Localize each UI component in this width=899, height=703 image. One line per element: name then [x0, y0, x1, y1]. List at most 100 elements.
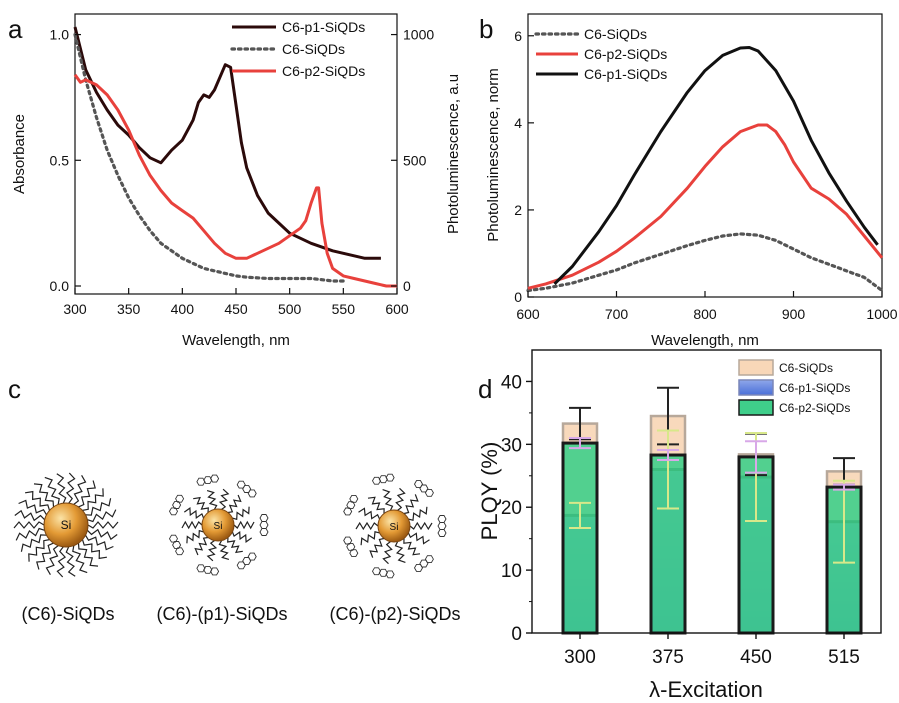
ligand-chain: [45, 545, 59, 575]
chart-a: 300 350 400 450 500 550 600 0.0 0.5 1.0 0 500 1000 W…: [11, 13, 462, 349]
ligand-chain: [65, 546, 76, 577]
ligand-chain: [25, 490, 51, 511]
panel-label-c: c: [8, 374, 21, 404]
chart-a-y2tick-label: 0: [403, 278, 411, 294]
chart-b-xtick-label: 900: [782, 306, 806, 322]
ligand-chain: [56, 473, 67, 504]
ligand-chain: [73, 475, 87, 505]
chart-a-xtick-label: 550: [332, 301, 356, 317]
aromatic-ring: [259, 528, 269, 536]
chart-a-legend-label: C6-p1-SiQDs: [282, 19, 365, 35]
aromatic-ring: [437, 515, 447, 523]
ligand-chain: [14, 509, 46, 522]
chart-a-xtick-label: 400: [171, 301, 195, 317]
chart-b-xtick-label: 600: [516, 306, 540, 322]
ligand-chain: [194, 536, 209, 556]
ligand-chain: [232, 506, 250, 521]
aromatic-ring: [424, 488, 434, 497]
ligand-chain: [13, 521, 45, 529]
ligand-chain: [358, 507, 381, 520]
chart-a-xtick-label: 350: [117, 301, 141, 317]
aromatic-ring: [371, 476, 382, 485]
chart-d-legend: C6-SiQDs C6-p1-SiQDs C6-p2-SiQDs: [738, 359, 850, 416]
chart-b-legend-label: C6-SiQDs: [584, 26, 647, 42]
chart-b-line-1: [527, 123, 884, 290]
ligand-chain: [407, 532, 430, 545]
ligand-chain: [86, 528, 118, 541]
chart-a-line-2: [73, 73, 397, 288]
chart-b-xlabel: Wavelength, nm: [651, 332, 759, 349]
chart-b-xtick-label: 800: [693, 306, 717, 322]
chart-a-ylabel: Absorbance: [11, 114, 28, 194]
si-core: [377, 509, 411, 543]
chart-a-xtick-label: 450: [224, 301, 248, 317]
panel-label-a: a: [8, 14, 23, 44]
nanoparticle-label-c6-p2: (C6)-(p2)-SiQDs: [329, 604, 460, 624]
chart-a-y2tick-label: 500: [403, 152, 427, 168]
chart-a-y2tick-label: 1000: [403, 27, 434, 43]
ligand-chain: [20, 534, 47, 552]
si-core-label: Si: [214, 521, 223, 532]
aromatic-ring: [168, 534, 179, 543]
ligand-chain: [227, 537, 243, 554]
chart-d-frame: [531, 349, 882, 634]
chart-b-line-2: [553, 46, 879, 285]
chart-a-xtick-label: 300: [63, 301, 87, 317]
aromatic-ring: [437, 522, 447, 530]
ligand-chain: [231, 530, 253, 544]
chart-d-legend-swatch: [738, 359, 774, 376]
chart-b-legend: C6-SiQDs C6-p2-SiQDs C6-p1-SiQDs: [534, 26, 667, 82]
chart-a-legend-label: C6-p2-SiQDs: [282, 63, 365, 79]
chart-d-legend-swatch: [738, 379, 774, 396]
aromatic-ring: [259, 514, 269, 522]
chart-d-ytick-label: 40: [501, 372, 522, 393]
ligand-chain: [15, 527, 45, 541]
aromatic-ring: [172, 541, 182, 549]
panel-label-b: b: [479, 14, 493, 44]
chart-d-legend-swatch: [738, 399, 774, 416]
aromatic-ring: [349, 549, 359, 558]
chart-d-xlabel: λ-Excitation: [649, 677, 763, 702]
ligand-chain: [382, 489, 394, 511]
si-core-label: Si: [61, 518, 72, 532]
aromatic-ring: [203, 565, 213, 574]
chart-a-ticks: 300 350 400 450 500 550 600 0.0 0.5 1.0 0 500 1000: [50, 27, 435, 317]
aromatic-ring: [413, 563, 424, 572]
aromatic-ring: [236, 561, 246, 570]
chart-d-bars: [561, 386, 863, 635]
chart-a-ytick-label: 0.0: [50, 278, 70, 294]
aromatic-ring: [346, 542, 356, 551]
chart-d-ytick-label: 10: [501, 561, 522, 582]
chart-d-xtick-label: 375: [652, 647, 684, 668]
si-core-label: Si: [390, 522, 399, 533]
ligand-chain: [403, 494, 419, 515]
chart-b-ticks: 600 700 800 900 1000 0 2 4 6: [514, 28, 898, 322]
chart-a-ytick-label: 1.0: [50, 27, 70, 43]
ligand-chain: [87, 521, 119, 529]
ligand-chain: [81, 539, 107, 560]
ligand-chain: [394, 541, 406, 563]
aromatic-ring: [371, 567, 382, 576]
ligand-chain: [36, 542, 54, 570]
chart-b: 600 700 800 900 1000 0 2 4 6 Wavelength, nm Phot…: [485, 13, 898, 349]
aromatic-ring: [196, 477, 206, 486]
chart-d-xtick-label: 450: [740, 647, 772, 668]
chart-a-ytick-label: 0.5: [50, 152, 70, 168]
ligand-chain: [403, 538, 421, 556]
nanoparticle-c6: Si: [13, 472, 119, 578]
nanoparticle-label-c6: (C6)-SiQDs: [22, 604, 115, 624]
aromatic-ring: [175, 547, 185, 556]
ligand-chain: [193, 496, 209, 513]
aromatic-ring: [172, 501, 182, 509]
aromatic-ring: [210, 474, 220, 483]
aromatic-ring: [247, 552, 257, 561]
nanoparticle-c6-p2: Si: [343, 473, 447, 579]
aromatic-ring: [259, 521, 269, 529]
chart-a-xtick-label: 500: [278, 301, 302, 317]
ligand-chain: [369, 537, 385, 558]
chart-b-xtick-label: 1000: [866, 306, 897, 322]
chart-d-ytick-label: 20: [501, 498, 522, 519]
ligand-chain: [395, 487, 406, 511]
chart-a-line-0: [73, 26, 381, 260]
si-core: [43, 502, 89, 548]
